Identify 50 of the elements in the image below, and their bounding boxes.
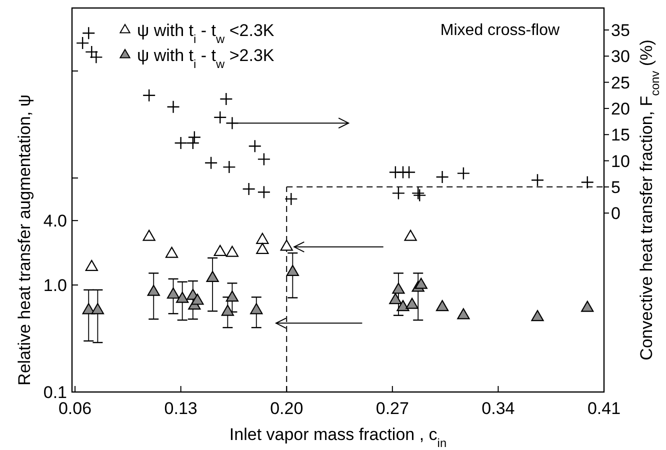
x-tick-label: 0.27 (376, 399, 409, 418)
point (457, 308, 470, 320)
x-tick-label: 0.20 (270, 399, 304, 418)
point (250, 303, 263, 314)
y-tick-label: 1.0 (43, 276, 67, 295)
point (286, 264, 299, 276)
point (147, 284, 160, 296)
point (256, 242, 269, 254)
y2-tick-label: 0 (611, 204, 620, 224)
y2-tick-label: 5 (611, 178, 620, 197)
point (85, 260, 98, 271)
x-tick-label: 0.13 (164, 399, 198, 418)
y2-tick-label: 15 (611, 126, 630, 145)
point (206, 270, 219, 282)
y2-tick-label: 30 (611, 47, 630, 66)
point (389, 293, 402, 304)
point (176, 292, 189, 303)
y-tick-label: 0.1 (43, 383, 67, 402)
point (166, 288, 180, 299)
x-tick-label: 0.41 (587, 399, 621, 418)
x-axis-title: Inlet vapor mass fraction , c$_{in}$ (229, 425, 447, 450)
legend-label: ψ with t$_{i}$ - t$_{w}$ <2.3K (137, 21, 275, 46)
y-tick-label: 4.0 (43, 212, 67, 231)
point (256, 232, 269, 244)
y2-tick-label: 35 (611, 20, 630, 40)
y2-tick-label: 10 (611, 152, 630, 171)
y2-tick-label: 25 (611, 73, 630, 92)
point (392, 282, 405, 294)
point (531, 310, 544, 322)
annotation: Mixed cross-flow (440, 22, 560, 39)
point (226, 290, 239, 302)
point (280, 240, 293, 251)
point (221, 304, 234, 316)
x-tick-label: 0.34 (482, 399, 515, 418)
point (214, 244, 226, 256)
point (165, 246, 178, 258)
point (406, 298, 418, 309)
point (404, 230, 417, 241)
point (191, 294, 204, 305)
point (142, 230, 156, 241)
x-tick-label: 0.06 (58, 399, 92, 418)
legend-label: ψ with t$_{i}$ - t$_{w}$ >2.3K (137, 46, 275, 71)
point (226, 246, 239, 257)
point (91, 303, 104, 314)
point (396, 300, 410, 312)
y-axis-title: Relative heat transfer augmentation, ψ (15, 94, 34, 386)
point (436, 300, 449, 312)
point (581, 300, 594, 312)
y2-tick-label: 20 (611, 99, 630, 118)
point (414, 278, 428, 289)
